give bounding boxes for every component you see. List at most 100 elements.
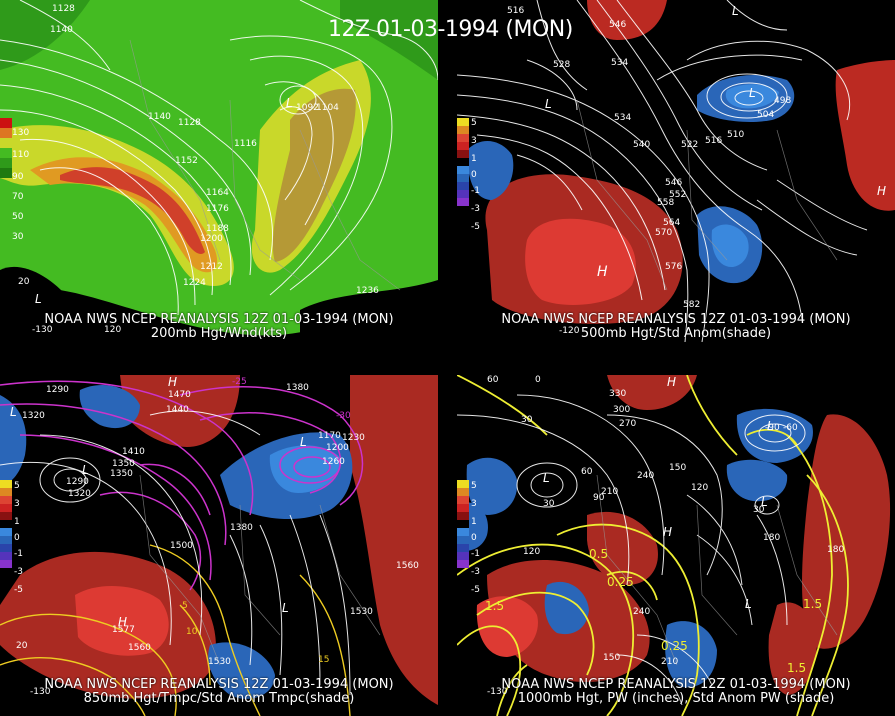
contour-label: 1.5	[803, 597, 823, 611]
contour-label: 90	[593, 493, 605, 503]
contour-label: 1530	[350, 607, 373, 617]
contour-label: 240	[637, 471, 655, 481]
contour-label: 540	[633, 140, 651, 150]
contour-label: 1170	[318, 431, 341, 441]
contour-label: -130	[30, 687, 51, 697]
contour-label: 516	[705, 136, 723, 146]
caption-line1: NOAA NWS NCEP REANALYSIS 12Z 01-03-1994 …	[44, 677, 394, 692]
contour-label: 534	[614, 113, 632, 123]
contour-label: 504	[757, 110, 775, 120]
map-850mb	[0, 375, 438, 716]
contour-label: 30	[753, 505, 765, 515]
low-pressure-symbol: L	[282, 601, 289, 615]
caption-1000mb: NOAA NWS NCEP REANALYSIS 12Z 01-03-1994 …	[457, 678, 895, 706]
contour-label: -130	[32, 325, 53, 335]
contour-label: 1164	[206, 188, 229, 198]
map-500mb	[457, 0, 895, 342]
contour-label: 210	[601, 487, 619, 497]
contour-label: -60	[783, 423, 798, 433]
contour-label: 528	[553, 60, 571, 70]
contour-label: 210	[661, 657, 679, 667]
contour-label: 150	[603, 653, 621, 663]
caption-850mb: NOAA NWS NCEP REANALYSIS 12Z 01-03-1994 …	[0, 678, 438, 706]
legend-850mb	[0, 480, 12, 568]
contour-label: 150	[669, 463, 687, 473]
caption-line2: 1000mb Hgt, PW (inches), Std Anom PW (sh…	[517, 691, 835, 706]
contour-label: 300	[613, 405, 631, 415]
contour-label: 1128	[52, 4, 75, 14]
legend-1000mb	[457, 480, 469, 568]
contour-label: 1320	[68, 489, 91, 499]
contour-label: 1380	[230, 523, 253, 533]
legend-label: 5	[471, 481, 477, 491]
contour-label: 60	[581, 467, 593, 477]
contour-label: 1470	[168, 390, 191, 400]
contour-label: 1560	[128, 643, 151, 653]
contour-label: 1230	[342, 433, 365, 443]
low-pressure-symbol: L	[286, 96, 293, 110]
contour-label: 20	[16, 641, 28, 651]
legend-label: -5	[471, 222, 480, 232]
contour-label: 1212	[200, 262, 223, 272]
contour-label: 20	[18, 277, 30, 287]
contour-label: 1560	[396, 561, 419, 571]
contour-label: 510	[727, 130, 745, 140]
legend-500mb	[457, 118, 469, 206]
high-pressure-symbol: H	[118, 615, 128, 629]
contour-label: -25	[232, 377, 247, 387]
high-pressure-symbol: H	[597, 264, 608, 280]
contour-label: 1380	[286, 383, 309, 393]
panel-850mb: 5 3 1 0 -1 -3 -5 1290 1320 1350 1380 141…	[0, 375, 438, 716]
contour-label: 576	[665, 262, 683, 272]
main-title: 12Z 01-03-1994 (MON)	[328, 17, 573, 42]
contour-label: 1.5	[485, 599, 505, 613]
low-pressure-symbol: L	[10, 405, 17, 419]
contour-label: 1152	[175, 156, 198, 166]
contour-label: 60	[487, 375, 499, 385]
contour-label: 1500	[170, 541, 193, 551]
legend-label: 30	[12, 232, 24, 242]
caption-line2: 500mb Hgt/Std Anom(shade)	[580, 326, 772, 341]
high-pressure-symbol: H	[168, 375, 178, 389]
low-pressure-symbol: L	[543, 471, 550, 485]
low-pressure-symbol: L	[749, 86, 756, 100]
contour-label: 1116	[234, 139, 257, 149]
legend-label: -3	[14, 567, 23, 577]
contour-label: 546	[665, 178, 683, 188]
contour-label: 534	[611, 58, 629, 68]
contour-label: -120	[559, 326, 580, 336]
legend-label: 90	[12, 172, 24, 182]
legend-label: -5	[14, 585, 23, 595]
caption-500mb: NOAA NWS NCEP REANALYSIS 12Z 01-03-1994 …	[457, 313, 895, 341]
legend-label: 110	[12, 150, 30, 160]
contour-label: 1410	[122, 447, 145, 457]
contour-label: -30	[336, 411, 351, 421]
low-pressure-symbol: L	[761, 495, 768, 509]
contour-label: 1350	[112, 459, 135, 469]
contour-label: 570	[655, 228, 673, 238]
contour-label: 180	[763, 533, 781, 543]
contour-label: 1577	[112, 625, 135, 635]
low-pressure-symbol: L	[545, 97, 552, 111]
contour-label: 1104	[316, 103, 339, 113]
high-pressure-symbol: H	[877, 184, 887, 198]
contour-label: 546	[609, 20, 627, 30]
caption-200mb: NOAA NWS NCEP REANALYSIS 12Z 01-03-1994 …	[0, 313, 438, 341]
legend-label: 1	[471, 154, 477, 164]
contour-label: 1092	[296, 103, 319, 113]
legend-label: 0	[471, 533, 477, 543]
caption-line1: NOAA NWS NCEP REANALYSIS 12Z 01-03-1994 …	[44, 312, 394, 327]
legend-label: 5	[14, 481, 20, 491]
caption-line1: NOAA NWS NCEP REANALYSIS 12Z 01-03-1994 …	[501, 677, 851, 692]
contour-label: 582	[683, 300, 701, 310]
legend-label: 3	[471, 136, 477, 146]
panel-200mb: 130 110 90 70 50 30 1128 1140 1140 1128 …	[0, 0, 438, 342]
contour-label: 5	[182, 601, 188, 611]
contour-label: 1350	[110, 469, 133, 479]
contour-label: 120	[691, 483, 709, 493]
contour-label: 1188	[206, 224, 229, 234]
legend-label: 50	[12, 212, 24, 222]
contour-label: 330	[609, 389, 627, 399]
contour-label: 564	[663, 218, 681, 228]
contour-label: 558	[657, 198, 675, 208]
